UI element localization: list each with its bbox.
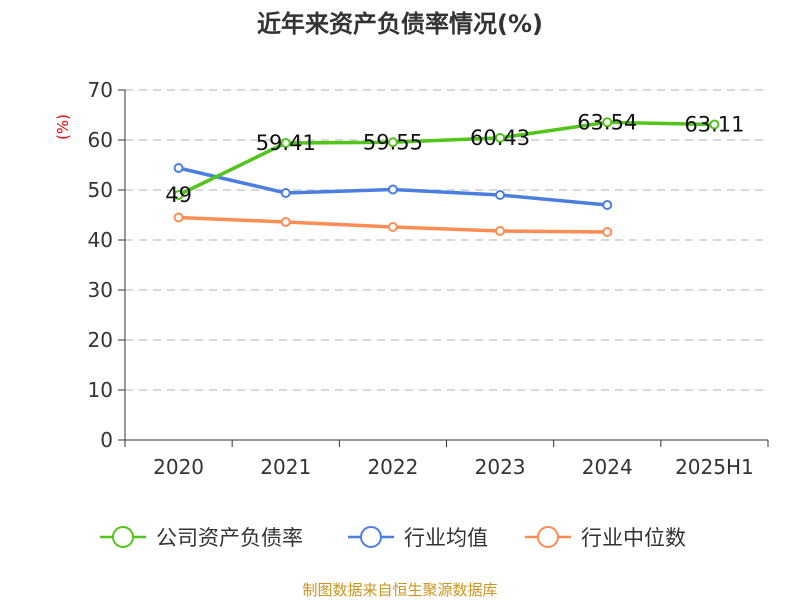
data-label: 49 <box>165 183 192 207</box>
x-tick-label: 2023 <box>475 455 526 479</box>
legend-label[interactable]: 公司资产负债率 <box>156 526 303 550</box>
data-label: 63.54 <box>577 110 637 134</box>
legend-marker[interactable] <box>537 526 559 548</box>
y-tick-label: 30 <box>88 278 113 302</box>
data-point[interactable] <box>495 190 506 200</box>
data-point[interactable] <box>709 119 720 130</box>
y-tick-label: 0 <box>100 428 113 452</box>
y-tick-label: 60 <box>88 128 113 152</box>
y-tick-label: 20 <box>88 328 113 352</box>
chart-title: 近年来资产负债率情况(%) <box>257 10 543 38</box>
legend-marker[interactable] <box>112 526 134 548</box>
x-tick-label: 2024 <box>582 455 633 479</box>
data-point[interactable] <box>387 184 398 195</box>
data-point[interactable] <box>280 188 291 198</box>
data-point[interactable] <box>387 137 398 148</box>
y-tick-label: 40 <box>88 228 113 252</box>
y-tick-label: 70 <box>88 78 113 102</box>
y-tick-label: 10 <box>88 378 113 402</box>
series-line <box>177 120 715 197</box>
legend-marker[interactable] <box>360 526 382 548</box>
data-point[interactable] <box>173 190 184 200</box>
data-label: 59.55 <box>363 130 423 154</box>
legend-label[interactable]: 行业中位数 <box>581 526 686 550</box>
data-point[interactable] <box>173 212 184 223</box>
data-label: 63.11 <box>684 112 744 136</box>
x-tick-label: 2022 <box>367 455 418 479</box>
data-point[interactable] <box>495 226 506 236</box>
y-axis-unit: (%) <box>54 114 72 140</box>
data-point[interactable] <box>387 222 398 232</box>
data-point[interactable] <box>602 227 613 237</box>
data-point[interactable] <box>280 217 291 227</box>
source-note: 制图数据来自恒生聚源数据库 <box>302 581 497 599</box>
y-tick-label: 50 <box>88 178 113 202</box>
data-point[interactable] <box>173 163 184 173</box>
x-tick-label: 2020 <box>153 455 204 479</box>
x-tick-label: 2025H1 <box>675 455 754 479</box>
data-label: 60.43 <box>470 126 530 150</box>
x-tick-label: 2021 <box>260 455 311 479</box>
data-point[interactable] <box>280 137 291 148</box>
data-point[interactable] <box>495 132 506 143</box>
data-point[interactable] <box>602 200 613 210</box>
data-point[interactable] <box>602 117 613 128</box>
data-label: 59.41 <box>256 131 316 155</box>
legend-label[interactable]: 行业均值 <box>404 526 488 550</box>
